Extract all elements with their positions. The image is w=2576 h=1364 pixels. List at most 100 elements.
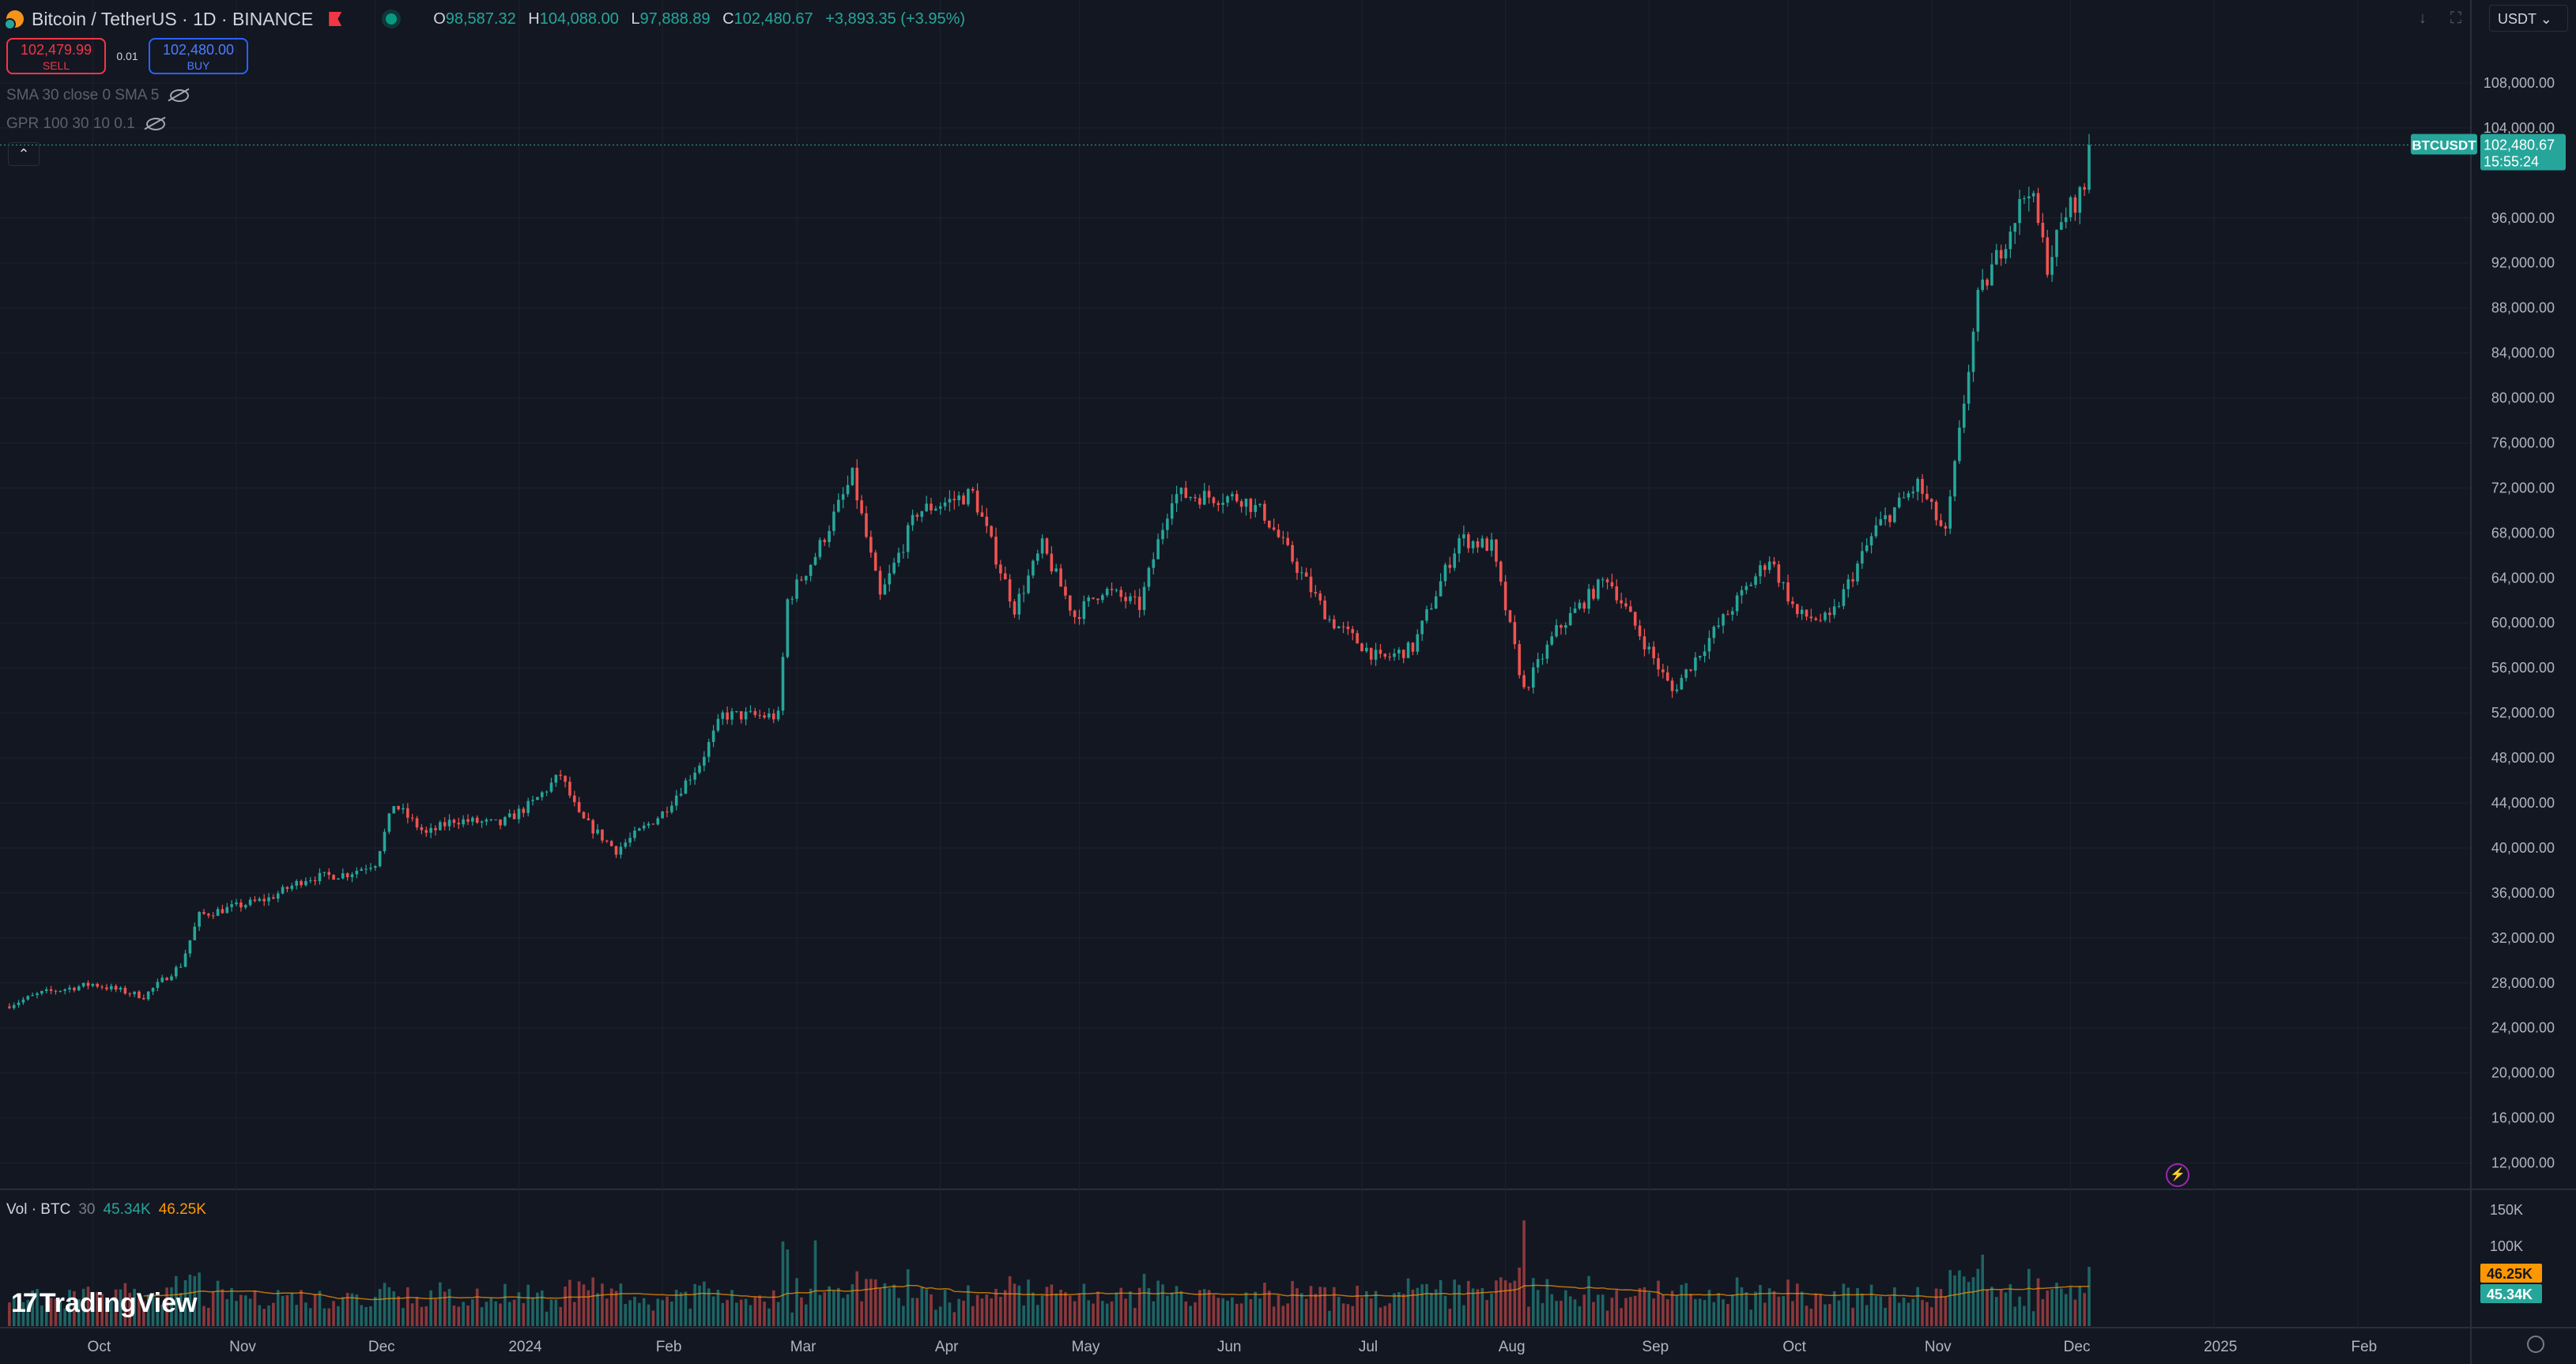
collapse-legend-button[interactable]: ⌃	[8, 142, 40, 166]
volume-bar	[809, 1288, 813, 1326]
arrow-down-icon[interactable]: ↓	[2419, 9, 2427, 27]
candle-body	[545, 791, 549, 793]
volume-bar	[749, 1305, 752, 1326]
volume-bar	[1017, 1285, 1021, 1326]
volume-bar	[1443, 1295, 1447, 1326]
candle-body	[1198, 498, 1201, 505]
lightning-icon[interactable]: ⚡	[2166, 1163, 2189, 1187]
hidden-eye-icon[interactable]	[145, 118, 165, 130]
candle-body	[1620, 600, 1623, 604]
time-tick-label: Jun	[1217, 1339, 1242, 1355]
volume-bar	[2078, 1286, 2082, 1326]
volume-legend[interactable]: Vol · BTC 30 45.34K 46.25K	[6, 1201, 206, 1218]
volume-bar	[160, 1304, 164, 1326]
candle-body	[878, 571, 882, 595]
candle-body	[1601, 579, 1605, 581]
volume-bar	[1458, 1284, 1461, 1326]
candle-body	[1077, 616, 1081, 620]
volume-bar	[952, 1312, 956, 1326]
volume-bar	[651, 1310, 655, 1326]
candle-body	[2069, 197, 2072, 217]
hidden-eye-icon[interactable]	[170, 89, 190, 102]
candle-body	[1967, 371, 1971, 404]
flag-icon[interactable]	[329, 12, 342, 26]
candle-body	[1828, 612, 1831, 616]
volume-bar	[1620, 1308, 1623, 1326]
candle-body	[800, 579, 803, 581]
candle-body	[2004, 249, 2008, 259]
candle-body	[661, 811, 664, 819]
volume-bar	[327, 1308, 330, 1326]
buy-button[interactable]: 102,480.00 BUY	[149, 38, 248, 74]
volume-bar	[1258, 1298, 1262, 1326]
volume-bar	[1235, 1303, 1239, 1326]
volume-bar	[1040, 1295, 1044, 1326]
candle-body	[179, 966, 183, 968]
volume-bar	[285, 1294, 289, 1326]
settings-icon[interactable]	[2527, 1336, 2544, 1353]
candle-body	[999, 564, 1002, 574]
volume-bar	[855, 1271, 859, 1326]
volume-bar	[1425, 1283, 1428, 1326]
volume-bar	[994, 1288, 998, 1326]
candle-body	[507, 813, 511, 817]
volume-bar	[128, 1293, 132, 1326]
volume-bar	[434, 1298, 437, 1326]
candle-body	[1953, 461, 1956, 497]
candle-body	[44, 989, 48, 991]
volume-bar	[605, 1298, 609, 1326]
fullscreen-icon[interactable]: ⛶	[2450, 9, 2461, 27]
candle-body	[8, 1006, 11, 1008]
volume-bar	[554, 1299, 558, 1326]
volume-bar	[545, 1311, 549, 1326]
candle-body	[300, 880, 303, 886]
candle-body	[1550, 636, 1554, 645]
volume-bar	[1198, 1290, 1201, 1326]
candle-body	[1161, 529, 1164, 540]
volume-bar	[1277, 1294, 1280, 1326]
indicator-gpr[interactable]: GPR 100 30 10 0.1	[6, 115, 165, 133]
candle-body	[207, 914, 210, 916]
candle-body	[1861, 551, 1864, 564]
candle-body	[332, 875, 335, 880]
volume-bar	[1013, 1283, 1016, 1326]
volume-bar	[1207, 1290, 1211, 1326]
volume-bar	[1221, 1298, 1224, 1326]
volume-bar	[1647, 1292, 1651, 1326]
tradingview-logo[interactable]: 17 TradingView	[11, 1288, 198, 1318]
volume-bar	[818, 1294, 822, 1326]
candle-body	[1239, 501, 1243, 507]
candle-body	[355, 870, 359, 875]
candle-body	[1017, 593, 1021, 615]
candle-body	[2046, 237, 2050, 275]
price-tick-label: 44,000.00	[2491, 795, 2555, 811]
symbol-title[interactable]: Bitcoin / TetherUS · 1D · BINANCE	[32, 8, 314, 29]
volume-bar	[786, 1249, 790, 1326]
candle-body	[892, 563, 896, 574]
candle-body	[865, 513, 868, 537]
currency-select[interactable]: USDT ⌄	[2489, 5, 2568, 32]
candle-body	[850, 467, 854, 485]
volume-bar	[253, 1290, 257, 1326]
candle-body	[235, 902, 238, 905]
sell-button[interactable]: 102,479.99 SELL	[6, 38, 106, 74]
volume-bar	[985, 1294, 989, 1326]
candle-body	[1846, 578, 1850, 590]
market-status-icon[interactable]	[386, 13, 398, 24]
volume-bar	[1953, 1275, 1956, 1326]
volume-bar	[439, 1282, 442, 1326]
volume-bar	[1212, 1294, 1216, 1326]
volume-bar	[1170, 1292, 1174, 1326]
volume-ma-line	[143, 1284, 2090, 1301]
indicator-sma[interactable]: SMA 30 close 0 SMA 5	[6, 87, 190, 104]
volume-bar	[1356, 1285, 1359, 1326]
candle-body	[462, 819, 465, 825]
candle-body	[63, 989, 66, 991]
candle-body	[698, 765, 701, 773]
volume-bar	[96, 1292, 99, 1326]
candle-body	[415, 818, 419, 827]
candle-body	[202, 912, 206, 914]
volume-bar	[628, 1300, 632, 1326]
